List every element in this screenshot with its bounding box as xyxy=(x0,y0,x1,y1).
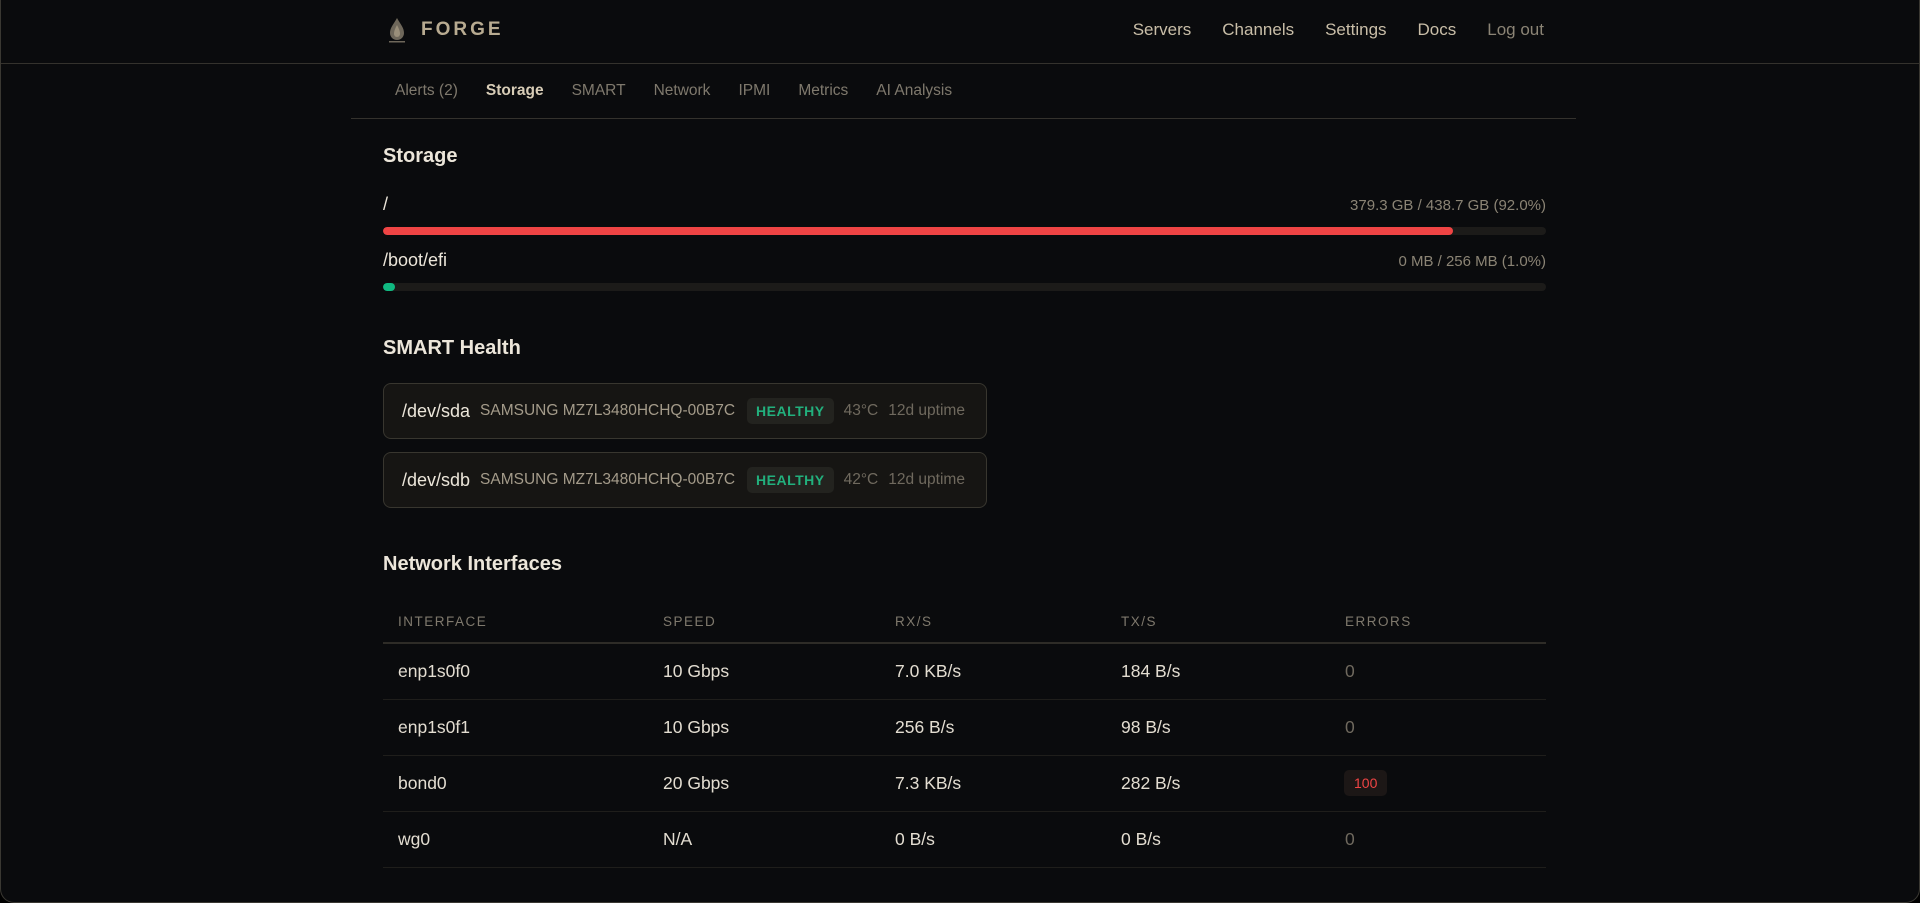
device-uptime: 12d uptime xyxy=(888,471,965,488)
device-model: SAMSUNG MZ7L3480HCHQ-00B7C xyxy=(480,402,736,419)
speed-cell: 10 Gbps xyxy=(648,699,880,756)
interface-cell: bond0 xyxy=(383,755,648,812)
nav-channels[interactable]: Channels xyxy=(1222,20,1295,39)
nav-docs[interactable]: Docs xyxy=(1417,20,1457,39)
interface-cell: enp1s0f0 xyxy=(383,643,648,700)
col-rx: RX/S xyxy=(880,600,1106,644)
rx-cell: 0 B/s xyxy=(880,811,1106,868)
disk-usage: / 379.3 GB / 438.7 GB (92.0%) xyxy=(383,194,1546,235)
nav-servers[interactable]: Servers xyxy=(1132,20,1192,39)
disk-usage-text: 0 MB / 256 MB (1.0%) xyxy=(1398,253,1546,270)
speed-cell: 20 Gbps xyxy=(648,755,880,812)
smart-heading: SMART Health xyxy=(383,337,521,359)
table-row: wg0 N/A 0 B/s 0 B/s 0 xyxy=(383,811,1546,868)
disk-usage-fill xyxy=(383,227,1453,235)
tab-ipmi[interactable]: IPMI xyxy=(738,82,771,99)
col-interface: INTERFACE xyxy=(383,600,648,644)
tab-metrics[interactable]: Metrics xyxy=(798,82,849,99)
disk-mount: / xyxy=(383,194,389,214)
main-nav: Servers Channels Settings Docs Log out xyxy=(1133,20,1544,40)
rx-cell: 7.3 KB/s xyxy=(880,755,1106,812)
col-speed: SPEED xyxy=(648,600,880,644)
tab-network[interactable]: Network xyxy=(653,82,711,99)
tx-cell: 282 B/s xyxy=(1106,755,1330,812)
interface-cell: enp1s0f1 xyxy=(383,699,648,756)
tx-cell: 98 B/s xyxy=(1106,699,1330,756)
disk-usage: /boot/efi 0 MB / 256 MB (1.0%) xyxy=(383,250,1546,291)
col-errors: ERRORS xyxy=(1330,600,1546,644)
logout-link[interactable]: Log out xyxy=(1487,20,1544,39)
interface-cell: wg0 xyxy=(383,811,648,868)
device-model: SAMSUNG MZ7L3480HCHQ-00B7C xyxy=(480,471,736,488)
device-temp: 42°C xyxy=(843,471,879,488)
storage-heading: Storage xyxy=(383,145,458,167)
tab-smart[interactable]: SMART xyxy=(571,82,626,99)
disk-usage-text: 379.3 GB / 438.7 GB (92.0%) xyxy=(1350,197,1546,214)
device-name: /dev/sda xyxy=(402,400,471,421)
device-temp: 43°C xyxy=(843,402,879,419)
speed-cell: N/A xyxy=(648,811,880,868)
device-name: /dev/sdb xyxy=(402,469,471,490)
server-tabs: Alerts (2) Storage SMART Network IPMI Me… xyxy=(351,64,1576,119)
status-badge: HEALTHY xyxy=(747,467,834,493)
table-row: bond0 20 Gbps 7.3 KB/s 282 B/s 100 xyxy=(383,755,1546,812)
rx-cell: 256 B/s xyxy=(880,699,1106,756)
tab-storage[interactable]: Storage xyxy=(485,82,544,99)
smart-device-card[interactable]: /dev/sdb SAMSUNG MZ7L3480HCHQ-00B7C HEAL… xyxy=(383,452,987,508)
nav-settings[interactable]: Settings xyxy=(1325,20,1387,39)
disk-mount: /boot/efi xyxy=(383,250,448,270)
tab-ai-analysis[interactable]: AI Analysis xyxy=(876,82,953,99)
table-row: enp1s0f1 10 Gbps 256 B/s 98 B/s 0 xyxy=(383,699,1546,756)
top-header: FORGE Servers Channels Settings Docs Log… xyxy=(1,0,1919,64)
flame-drop-icon xyxy=(389,18,405,43)
rx-cell: 7.0 KB/s xyxy=(880,643,1106,700)
col-tx: TX/S xyxy=(1106,600,1330,644)
device-uptime: 12d uptime xyxy=(888,402,965,419)
errors-cell: 0 xyxy=(1330,643,1546,700)
smart-device-card[interactable]: /dev/sda SAMSUNG MZ7L3480HCHQ-00B7C HEAL… xyxy=(383,383,987,439)
app-name: FORGE xyxy=(421,19,504,40)
disk-usage-bar xyxy=(383,283,1546,291)
speed-cell: 10 Gbps xyxy=(648,643,880,700)
errors-cell: 0 xyxy=(1330,699,1546,756)
table-row: enp1s0f0 10 Gbps 7.0 KB/s 184 B/s 0 xyxy=(383,643,1546,700)
tab-alerts[interactable]: Alerts (2) xyxy=(395,82,458,99)
logo[interactable]: FORGE xyxy=(387,16,504,44)
errors-cell: 100 xyxy=(1330,755,1546,812)
tx-cell: 0 B/s xyxy=(1106,811,1330,868)
status-badge: HEALTHY xyxy=(747,398,834,424)
error-badge: 100 xyxy=(1344,770,1388,796)
disk-usage-fill xyxy=(383,283,395,291)
network-table: INTERFACE SPEED RX/S TX/S ERRORS enp1s0f… xyxy=(383,600,1546,868)
disk-usage-bar xyxy=(383,227,1546,235)
network-heading: Network Interfaces xyxy=(383,553,562,575)
errors-cell: 0 xyxy=(1330,811,1546,868)
tx-cell: 184 B/s xyxy=(1106,643,1330,700)
